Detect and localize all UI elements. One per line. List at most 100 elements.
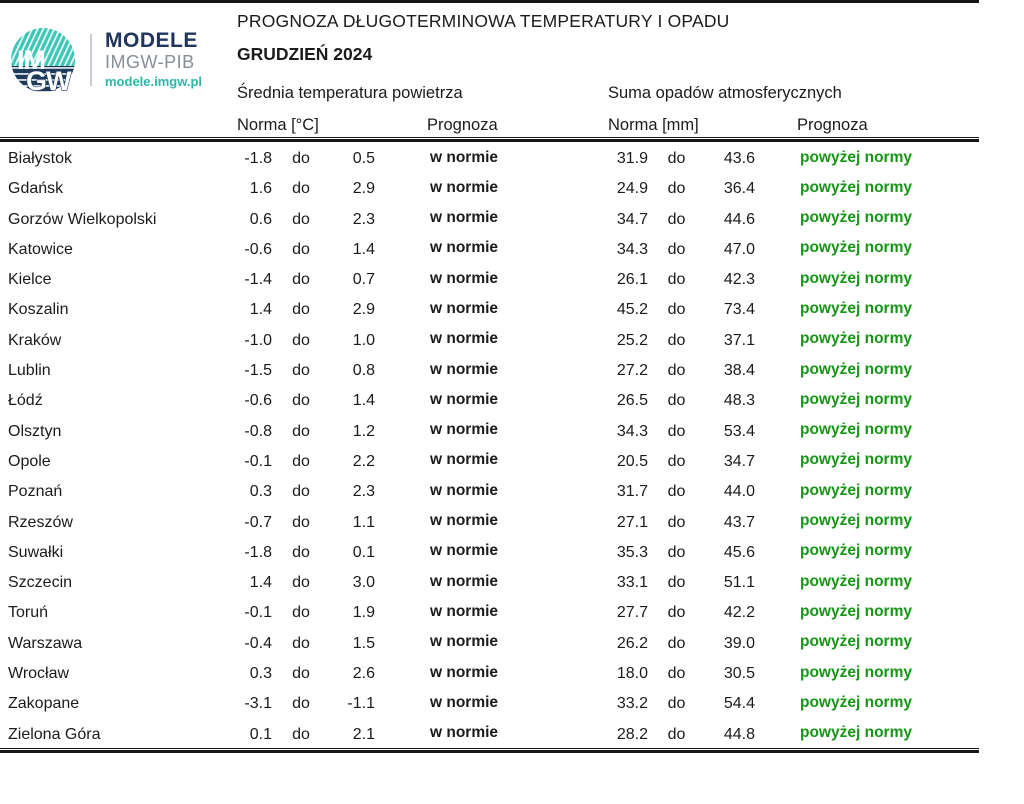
- precip-max-value: 43.7: [723, 513, 755, 531]
- temp-max-value: 3.0: [352, 574, 375, 592]
- precip-min-value: 25.2: [616, 331, 648, 349]
- forecast-table: Białystok -1.8 do 0.5 w normie 31.9 do 43.6 powy…: [0, 144, 1024, 750]
- precip-forecast-value: powyżej normy: [800, 330, 912, 348]
- city-cell: Białystok: [8, 150, 73, 167]
- temp-max-value: 2.2: [352, 452, 375, 470]
- temp-max-value: 2.3: [352, 210, 375, 228]
- precip-forecast-value: powyżej normy: [800, 299, 912, 317]
- precip-min-value: 26.5: [616, 392, 648, 410]
- temp-min-value: 0.3: [249, 483, 272, 501]
- precip-do-label: do: [667, 422, 686, 440]
- temp-forecast-value: w normie: [430, 633, 499, 651]
- temp-forecast-value: w normie: [430, 602, 499, 620]
- temp-max-value: 2.9: [352, 180, 375, 198]
- temp-forecast-value: w normie: [430, 269, 499, 287]
- temp-max-value: 0.1: [352, 543, 375, 561]
- city-cell: Lublin: [8, 362, 51, 380]
- precip-do-label: do: [667, 483, 686, 501]
- temp-do-label: do: [292, 240, 310, 258]
- temp-min-value: 0.3: [249, 665, 272, 683]
- temp-do-label: do: [292, 483, 310, 501]
- precip-max-value: 48.3: [723, 392, 755, 410]
- temp-max-value: 1.0: [352, 331, 375, 349]
- temp-do-label: do: [292, 665, 310, 683]
- temp-min-value: -0.6: [244, 240, 272, 258]
- city-cell: Rzeszów: [8, 513, 73, 531]
- precip-do-label: do: [667, 392, 686, 410]
- precip-min-value: 26.1: [616, 271, 648, 289]
- col-header-temp-forecast: Prognoza: [427, 116, 498, 134]
- temp-min-value: 1.4: [249, 301, 272, 319]
- group-header-precipitation: Suma opadów atmosferycznych: [608, 84, 842, 102]
- imgw-globe-icon: IM GW: [11, 28, 75, 93]
- precip-max-value: 51.1: [723, 574, 755, 592]
- page-title: PROGNOZA DŁUGOTERMINOWA TEMPERATURY I OP…: [237, 11, 730, 31]
- precip-forecast-value: powyżej normy: [800, 421, 912, 439]
- precip-do-label: do: [667, 725, 686, 743]
- temp-min-value: -1.5: [244, 362, 272, 380]
- temp-max-value: 1.2: [352, 422, 375, 440]
- precip-max-value: 73.4: [723, 301, 755, 319]
- table-row: Warszawa -0.4 do 1.5 w normie 26.2 do 39.0 powyż…: [0, 629, 1024, 659]
- col-header-precip-forecast: Prognoza: [797, 116, 868, 134]
- temp-forecast-value: w normie: [430, 148, 499, 166]
- precip-max-value: 38.4: [723, 362, 755, 380]
- precip-do-label: do: [667, 362, 686, 380]
- bottom-rule: [0, 748, 979, 753]
- precip-forecast-value: powyżej normy: [800, 663, 912, 681]
- temp-forecast-value: w normie: [430, 451, 499, 469]
- precip-min-value: 34.3: [616, 240, 648, 258]
- table-row: Toruń -0.1 do 1.9 w normie 27.7 do 42.2 powyżej …: [0, 598, 1024, 628]
- city-cell: Olsztyn: [8, 422, 62, 440]
- city-cell: Suwałki: [8, 543, 64, 561]
- table-row: Poznań 0.3 do 2.3 w normie 31.7 do 44.0 powyżej …: [0, 477, 1024, 507]
- temp-min-value: -1.0: [244, 331, 272, 349]
- precip-forecast-value: powyżej normy: [800, 693, 912, 711]
- table-row: Katowice -0.6 do 1.4 w normie 34.3 do 47.0 powyż…: [0, 235, 1024, 265]
- temp-min-value: -0.6: [244, 392, 272, 410]
- precip-forecast-value: powyżej normy: [800, 390, 912, 408]
- table-row: Koszalin 1.4 do 2.9 w normie 45.2 do 73.4 powyże…: [0, 295, 1024, 325]
- precip-do-label: do: [667, 301, 686, 319]
- precip-max-value: 42.3: [723, 271, 755, 289]
- table-row: Suwałki -1.8 do 0.1 w normie 35.3 do 45.6 powyże…: [0, 538, 1024, 568]
- temp-forecast-value: w normie: [430, 178, 499, 196]
- city-cell: Szczecin: [8, 574, 73, 592]
- precip-forecast-value: powyżej normy: [800, 148, 912, 166]
- temp-min-value: -0.4: [244, 634, 272, 652]
- temp-do-label: do: [292, 150, 310, 167]
- precip-min-value: 20.5: [616, 452, 648, 470]
- precip-max-value: 36.4: [723, 180, 755, 198]
- temp-do-label: do: [292, 725, 310, 743]
- temp-do-label: do: [292, 634, 310, 652]
- precip-max-value: 37.1: [723, 331, 755, 349]
- precip-min-value: 27.1: [616, 513, 648, 531]
- table-row: Gdańsk 1.6 do 2.9 w normie 24.9 do 36.4 powyżej …: [0, 174, 1024, 204]
- precip-do-label: do: [667, 604, 686, 622]
- city-cell: Koszalin: [8, 301, 69, 319]
- precip-do-label: do: [667, 452, 686, 470]
- temp-min-value: -0.1: [244, 604, 272, 622]
- logo-divider: [90, 34, 92, 86]
- temp-do-label: do: [292, 604, 310, 622]
- precip-max-value: 54.4: [723, 695, 755, 713]
- temp-max-value: 1.5: [352, 634, 375, 652]
- top-rule: [0, 0, 979, 3]
- precip-max-value: 44.8: [723, 725, 755, 743]
- precip-do-label: do: [667, 331, 686, 349]
- precip-min-value: 31.9: [616, 150, 648, 167]
- temp-forecast-value: w normie: [430, 693, 499, 711]
- temp-forecast-value: w normie: [430, 724, 499, 742]
- precip-forecast-value: powyżej normy: [800, 724, 912, 742]
- temp-do-label: do: [292, 180, 310, 198]
- table-row: Szczecin 1.4 do 3.0 w normie 33.1 do 51.1 powyże…: [0, 568, 1024, 598]
- precip-forecast-value: powyżej normy: [800, 209, 912, 227]
- logo-text-gw: GW: [26, 66, 72, 93]
- precip-forecast-value: powyżej normy: [800, 451, 912, 469]
- precip-forecast-value: powyżej normy: [800, 239, 912, 257]
- precip-forecast-value: powyżej normy: [800, 481, 912, 499]
- precip-do-label: do: [667, 240, 686, 258]
- precip-max-value: 44.6: [723, 210, 755, 228]
- precip-min-value: 34.3: [616, 422, 648, 440]
